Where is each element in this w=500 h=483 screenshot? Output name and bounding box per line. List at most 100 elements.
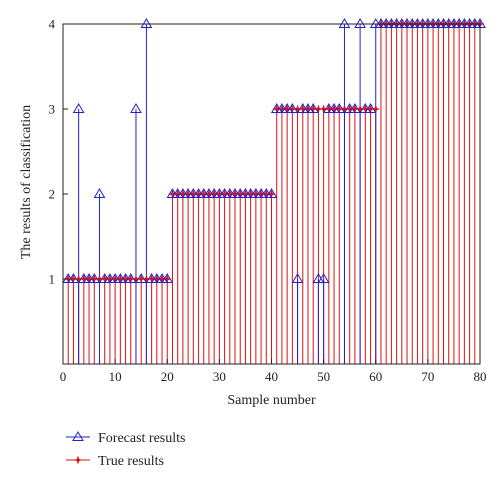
- x-tick-label: 40: [265, 369, 278, 384]
- forecast-results-markers: [62, 18, 486, 283]
- true-point: [89, 274, 99, 284]
- x-axis-label: Sample number: [227, 393, 316, 408]
- true-point: [277, 104, 287, 114]
- forecast-point: [67, 273, 80, 283]
- true-point: [287, 104, 297, 114]
- legend-forecast-label: Forecast results: [98, 431, 185, 446]
- forecast-point: [364, 103, 377, 113]
- legend-true-star-icon: [73, 455, 83, 465]
- true-point: [199, 189, 209, 199]
- x-tick-label: 10: [109, 369, 122, 384]
- x-tick-label: 70: [421, 369, 434, 384]
- true-point: [94, 274, 104, 284]
- true-point: [345, 104, 355, 114]
- true-point: [355, 104, 365, 114]
- forecast-point: [338, 18, 351, 28]
- forecast-point: [333, 103, 346, 113]
- true-point: [251, 189, 261, 199]
- forecast-point: [72, 103, 85, 113]
- true-point: [162, 274, 172, 284]
- forecast-point: [161, 273, 174, 283]
- forecast-point: [265, 188, 278, 198]
- y-axis-label: The results of classification: [19, 105, 34, 259]
- true-point: [313, 104, 323, 114]
- x-tick-label: 80: [474, 369, 487, 384]
- forecast-point: [140, 18, 153, 28]
- true-point: [319, 104, 329, 114]
- true-point: [282, 104, 292, 114]
- y-tick-label: 2: [49, 187, 56, 202]
- true-point: [334, 104, 344, 114]
- true-point: [308, 104, 318, 114]
- true-point: [68, 274, 78, 284]
- legend: Forecast results True results: [66, 431, 185, 469]
- legend-true-label: True results: [98, 454, 164, 469]
- true-results-markers: [63, 19, 485, 284]
- true-point: [194, 189, 204, 199]
- true-point: [167, 189, 177, 199]
- true-point: [360, 104, 370, 114]
- forecast-point: [317, 273, 330, 283]
- true-point: [157, 274, 167, 284]
- true-point: [110, 274, 120, 284]
- true-point: [324, 104, 334, 114]
- true-point: [225, 189, 235, 199]
- true-point: [293, 104, 303, 114]
- forecast-point: [124, 273, 137, 283]
- forecast-results-stems: [78, 24, 377, 364]
- x-tick-label: 0: [60, 369, 67, 384]
- true-point: [152, 274, 162, 284]
- true-point: [204, 189, 214, 199]
- true-point: [183, 189, 193, 199]
- true-point: [230, 189, 240, 199]
- y-tick-label: 4: [49, 17, 56, 32]
- forecast-point: [93, 188, 106, 198]
- x-tick-label: 20: [161, 369, 174, 384]
- true-point: [74, 274, 84, 284]
- true-point: [115, 274, 125, 284]
- true-point: [303, 104, 313, 114]
- true-point: [220, 189, 230, 199]
- true-point: [173, 189, 183, 199]
- true-point: [235, 189, 245, 199]
- true-point: [141, 274, 151, 284]
- true-point: [366, 104, 376, 114]
- true-point: [256, 189, 266, 199]
- legend-forecast-triangle-icon: [72, 431, 84, 441]
- true-point: [100, 274, 110, 284]
- forecast-point: [291, 273, 304, 283]
- y-tick-label: 3: [49, 102, 56, 117]
- true-point: [121, 274, 131, 284]
- x-tick-label: 30: [213, 369, 226, 384]
- true-point: [188, 189, 198, 199]
- true-point: [240, 189, 250, 199]
- x-axis-ticks: 0 10 20 30 40 50 60 70 80: [60, 359, 487, 384]
- forecast-point: [88, 273, 101, 283]
- forecast-point: [349, 103, 361, 113]
- forecast-point: [307, 103, 320, 113]
- true-point: [339, 104, 349, 114]
- true-point: [84, 274, 94, 284]
- forecast-point: [286, 103, 299, 113]
- true-point: [178, 189, 188, 199]
- y-tick-label: 1: [49, 272, 56, 287]
- true-point: [246, 189, 256, 199]
- true-point: [131, 274, 141, 284]
- true-point: [267, 189, 276, 199]
- true-point: [261, 189, 271, 199]
- true-point: [105, 274, 115, 284]
- y-axis-ticks: 1 2 3 4: [49, 17, 68, 287]
- forecast-point: [135, 273, 148, 283]
- true-point: [272, 104, 282, 114]
- true-point: [147, 274, 157, 284]
- true-point: [329, 104, 339, 114]
- forecast-point: [130, 103, 142, 113]
- true-point: [63, 274, 73, 284]
- true-point: [350, 104, 360, 114]
- true-point: [126, 274, 136, 284]
- true-point: [209, 189, 219, 199]
- true-point: [298, 104, 308, 114]
- true-point: [371, 104, 381, 114]
- true-point: [214, 189, 224, 199]
